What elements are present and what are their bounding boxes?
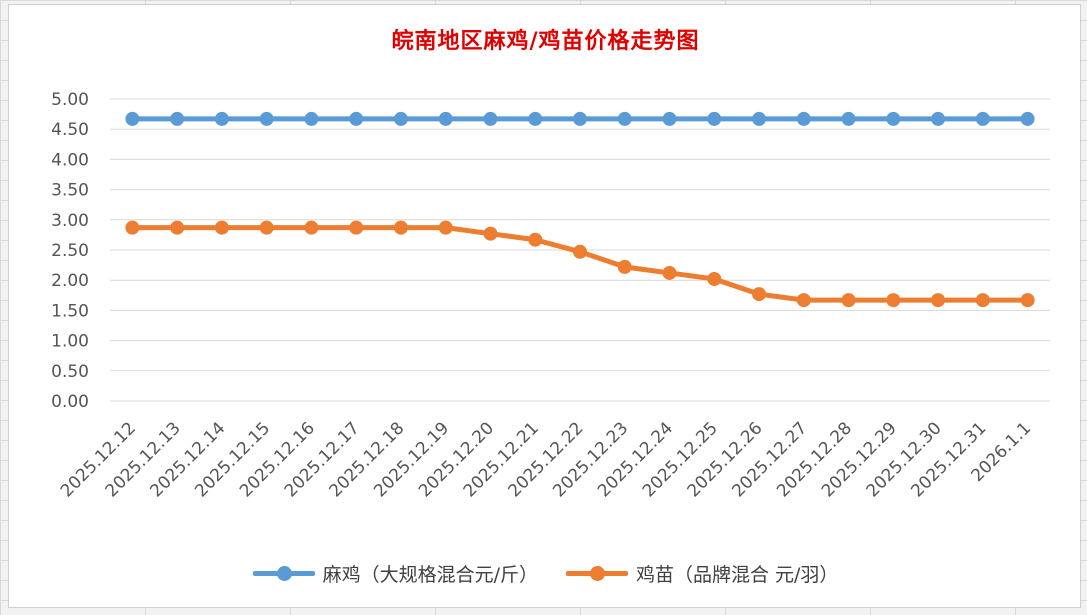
legend-swatch-series-1 [252, 563, 315, 583]
data-point-series-2 [214, 220, 229, 235]
legend-label-series-1: 麻鸡（大规格混合元/斤） [322, 563, 538, 586]
data-point-series-1 [975, 111, 990, 126]
data-point-series-1 [886, 111, 901, 126]
data-point-series-2 [304, 220, 319, 235]
data-point-series-2 [393, 220, 408, 235]
data-point-series-1 [304, 111, 319, 126]
data-point-series-1 [393, 111, 408, 126]
data-point-series-1 [796, 111, 811, 126]
y-tick-label: 0.50 [51, 362, 89, 382]
data-point-series-1 [841, 111, 856, 126]
data-point-series-1 [662, 111, 677, 126]
y-tick-label: 0.00 [51, 392, 89, 412]
y-tick-label: 2.50 [51, 241, 89, 261]
data-point-series-2 [528, 232, 543, 247]
legend-label-series-2: 鸡苗（品牌混合 元/羽） [635, 563, 839, 586]
data-point-series-1 [438, 111, 453, 126]
data-point-series-2 [886, 293, 901, 308]
y-tick-label: 1.50 [51, 301, 89, 321]
data-point-series-2 [259, 220, 274, 235]
chart-title: 皖南地区麻鸡/鸡苗价格走势图 [391, 28, 700, 54]
y-tick-label: 4.00 [51, 150, 89, 170]
data-point-series-2 [438, 220, 453, 235]
y-tick-label: 4.50 [51, 120, 89, 140]
data-point-series-1 [170, 111, 185, 126]
data-point-series-1 [528, 111, 543, 126]
data-point-series-1 [573, 111, 587, 126]
data-point-series-2 [796, 293, 811, 308]
data-point-series-1 [483, 111, 498, 126]
data-point-series-2 [573, 244, 587, 259]
data-point-series-2 [170, 220, 185, 235]
data-point-series-2 [662, 265, 677, 280]
y-tick-label: 1.00 [51, 332, 89, 352]
y-tick-label: 3.00 [51, 211, 89, 231]
data-point-series-1 [125, 111, 140, 126]
data-point-series-1 [931, 111, 946, 126]
data-point-series-1 [349, 111, 364, 126]
data-point-series-2 [1020, 293, 1035, 308]
data-point-series-1 [617, 111, 632, 126]
series-line-2 [129, 225, 1031, 303]
legend-item-series-1: 麻鸡（大规格混合元/斤） [252, 560, 538, 587]
data-point-series-2 [975, 293, 990, 308]
data-point-series-1 [1020, 111, 1035, 126]
data-point-series-2 [707, 271, 722, 286]
plot-area: 0.00 0.50 1.00 1.50 2.00 2.50 3.00 3.50 4.00 4.50… [51, 90, 1050, 501]
legend-item-series-2: 鸡苗（品牌混合 元/羽） [565, 560, 839, 587]
legend: 麻鸡（大规格混合元/斤） 鸡苗（品牌混合 元/羽） [9, 558, 1082, 588]
data-point-series-2 [841, 293, 856, 308]
data-point-series-2 [617, 259, 632, 274]
data-point-series-2 [349, 220, 364, 235]
data-point-series-2 [931, 293, 946, 308]
y-tick-label: 5.00 [51, 90, 89, 110]
data-point-series-2 [752, 287, 767, 302]
data-point-series-2 [483, 226, 498, 241]
data-point-series-1 [214, 111, 229, 126]
data-point-series-2 [125, 220, 140, 235]
data-point-series-1 [752, 111, 767, 126]
legend-swatch-series-2 [565, 563, 628, 583]
data-point-series-1 [707, 111, 722, 126]
data-point-series-1 [259, 111, 274, 126]
chart-area[interactable]: 皖南地区麻鸡/鸡苗价格走势图 0.00 0.50 1.00 1.50 2.00 2.50 3… [8, 4, 1081, 608]
y-tick-label: 3.50 [51, 181, 89, 201]
y-tick-label: 2.00 [51, 271, 89, 291]
